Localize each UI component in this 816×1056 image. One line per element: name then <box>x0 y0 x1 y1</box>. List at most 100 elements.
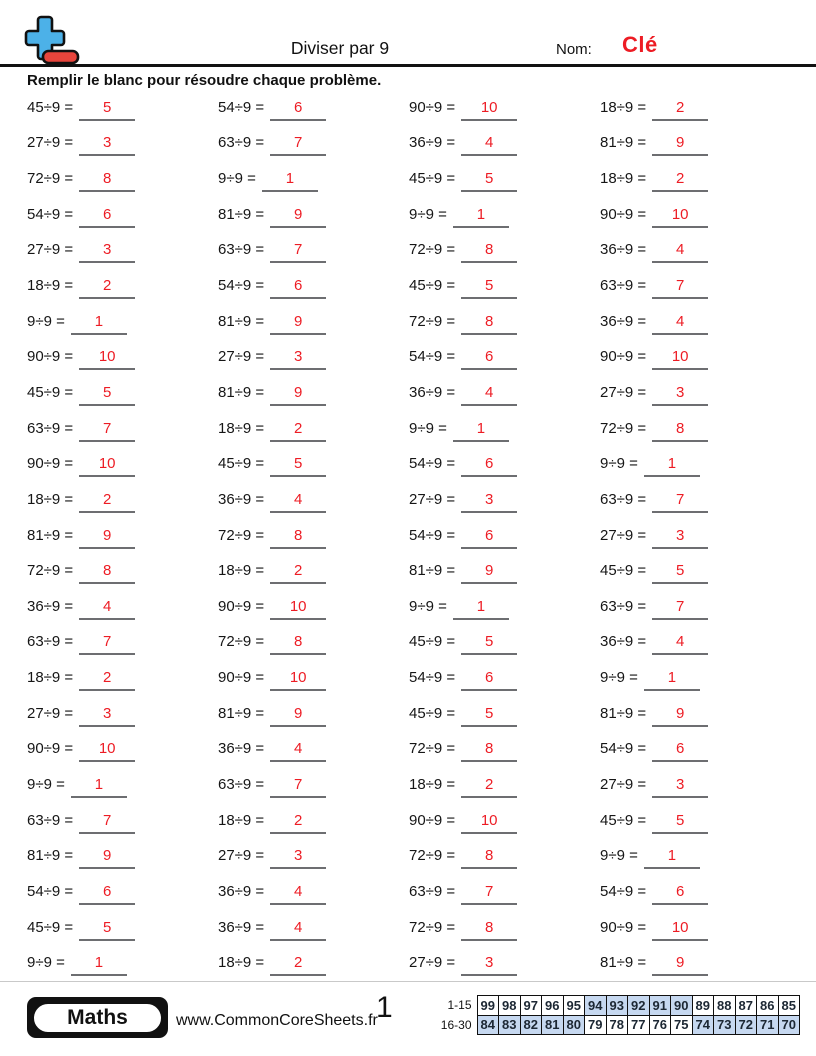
answer-blank[interactable]: 3 <box>79 705 136 727</box>
answer-blank[interactable]: 1 <box>261 170 318 193</box>
answer-blank[interactable]: 9 <box>79 847 136 870</box>
answer-blank[interactable]: 9 <box>270 705 327 727</box>
answer-blank[interactable]: 9 <box>270 384 327 406</box>
answer-blank[interactable]: 4 <box>652 241 709 264</box>
answer-blank[interactable]: 2 <box>270 562 327 585</box>
answer-blank[interactable]: 4 <box>652 633 709 656</box>
answer-blank[interactable]: 8 <box>652 420 709 442</box>
answer-blank[interactable]: 7 <box>270 134 327 157</box>
answer-blank[interactable]: 3 <box>652 384 709 406</box>
answer-blank[interactable]: 4 <box>270 740 327 763</box>
answer-blank[interactable]: 7 <box>270 241 327 264</box>
answer-blank[interactable]: 6 <box>270 277 327 300</box>
answer-blank[interactable]: 2 <box>270 420 327 442</box>
answer-blank[interactable]: 7 <box>79 633 136 656</box>
answer-blank[interactable]: 3 <box>270 847 327 870</box>
answer-blank[interactable]: 9 <box>270 313 327 335</box>
answer-blank[interactable]: 10 <box>79 348 136 371</box>
answer-blank[interactable]: 7 <box>461 883 518 905</box>
answer-blank[interactable]: 4 <box>270 491 327 513</box>
answer-blank[interactable]: 3 <box>79 134 136 157</box>
answer-blank[interactable]: 8 <box>461 313 518 335</box>
answer-blank[interactable]: 1 <box>70 954 127 977</box>
answer-blank[interactable]: 3 <box>461 954 518 977</box>
answer-blank[interactable]: 7 <box>270 776 327 798</box>
answer-blank[interactable]: 7 <box>79 420 136 442</box>
answer-blank[interactable]: 3 <box>79 241 136 264</box>
answer-blank[interactable]: 10 <box>270 669 327 692</box>
answer-blank[interactable]: 5 <box>79 99 136 121</box>
answer-blank[interactable]: 8 <box>461 847 518 870</box>
answer-blank[interactable]: 7 <box>652 491 709 513</box>
answer-blank[interactable]: 3 <box>461 491 518 513</box>
answer-blank[interactable]: 1 <box>643 669 700 692</box>
answer-blank[interactable]: 1 <box>70 776 127 798</box>
answer-blank[interactable]: 9 <box>461 562 518 585</box>
answer-blank[interactable]: 2 <box>79 277 136 300</box>
answer-blank[interactable]: 2 <box>79 669 136 692</box>
answer-blank[interactable]: 5 <box>461 633 518 656</box>
answer-blank[interactable]: 6 <box>270 99 327 121</box>
answer-blank[interactable]: 3 <box>270 348 327 371</box>
answer-blank[interactable]: 2 <box>652 170 709 193</box>
answer-blank[interactable]: 10 <box>652 919 709 941</box>
answer-blank[interactable]: 5 <box>461 705 518 727</box>
answer-blank[interactable]: 10 <box>79 740 136 763</box>
answer-blank[interactable]: 4 <box>79 598 136 620</box>
answer-blank[interactable]: 1 <box>452 206 509 228</box>
answer-blank[interactable]: 8 <box>79 170 136 193</box>
answer-blank[interactable]: 5 <box>79 919 136 941</box>
answer-blank[interactable]: 10 <box>79 455 136 478</box>
answer-blank[interactable]: 8 <box>461 241 518 264</box>
answer-blank[interactable]: 8 <box>461 919 518 941</box>
answer-blank[interactable]: 6 <box>79 206 136 228</box>
answer-blank[interactable]: 9 <box>79 527 136 549</box>
answer-blank[interactable]: 3 <box>652 527 709 549</box>
answer-blank[interactable]: 2 <box>270 812 327 834</box>
answer-blank[interactable]: 10 <box>461 99 518 121</box>
answer-blank[interactable]: 2 <box>79 491 136 513</box>
answer-blank[interactable]: 10 <box>461 812 518 834</box>
answer-blank[interactable]: 8 <box>270 633 327 656</box>
answer-blank[interactable]: 5 <box>461 170 518 193</box>
answer-blank[interactable]: 9 <box>652 705 709 727</box>
answer-blank[interactable]: 6 <box>461 669 518 692</box>
answer-blank[interactable]: 1 <box>452 598 509 620</box>
answer-blank[interactable]: 10 <box>652 348 709 371</box>
answer-blank[interactable]: 6 <box>461 348 518 371</box>
answer-blank[interactable]: 5 <box>79 384 136 406</box>
answer-blank[interactable]: 8 <box>461 740 518 763</box>
answer-blank[interactable]: 4 <box>270 883 327 905</box>
answer-blank[interactable]: 1 <box>643 455 700 478</box>
answer-blank[interactable]: 7 <box>79 812 136 834</box>
answer-blank[interactable]: 10 <box>652 206 709 228</box>
answer-blank[interactable]: 2 <box>461 776 518 798</box>
answer-blank[interactable]: 5 <box>461 277 518 300</box>
answer-blank[interactable]: 2 <box>270 954 327 977</box>
answer-blank[interactable]: 6 <box>652 740 709 763</box>
answer-blank[interactable]: 9 <box>270 206 327 228</box>
answer-blank[interactable]: 6 <box>79 883 136 905</box>
answer-blank[interactable]: 2 <box>652 99 709 121</box>
answer-blank[interactable]: 6 <box>461 455 518 478</box>
answer-blank[interactable]: 10 <box>270 598 327 620</box>
answer-blank[interactable]: 3 <box>652 776 709 798</box>
answer-blank[interactable]: 1 <box>70 313 127 335</box>
answer-blank[interactable]: 5 <box>652 812 709 834</box>
answer-blank[interactable]: 4 <box>461 134 518 157</box>
answer-blank[interactable]: 6 <box>652 883 709 905</box>
answer-blank[interactable]: 7 <box>652 277 709 300</box>
answer-blank[interactable]: 6 <box>461 527 518 549</box>
answer-blank[interactable]: 7 <box>652 598 709 620</box>
answer-blank[interactable]: 5 <box>652 562 709 585</box>
answer-blank[interactable]: 4 <box>270 919 327 941</box>
answer-blank[interactable]: 8 <box>270 527 327 549</box>
answer-blank[interactable]: 4 <box>461 384 518 406</box>
answer-blank[interactable]: 8 <box>79 562 136 585</box>
answer-blank[interactable]: 5 <box>270 455 327 478</box>
answer-blank[interactable]: 1 <box>643 847 700 870</box>
answer-blank[interactable]: 9 <box>652 954 709 977</box>
answer-blank[interactable]: 1 <box>452 420 509 442</box>
answer-blank[interactable]: 4 <box>652 313 709 335</box>
answer-blank[interactable]: 9 <box>652 134 709 157</box>
